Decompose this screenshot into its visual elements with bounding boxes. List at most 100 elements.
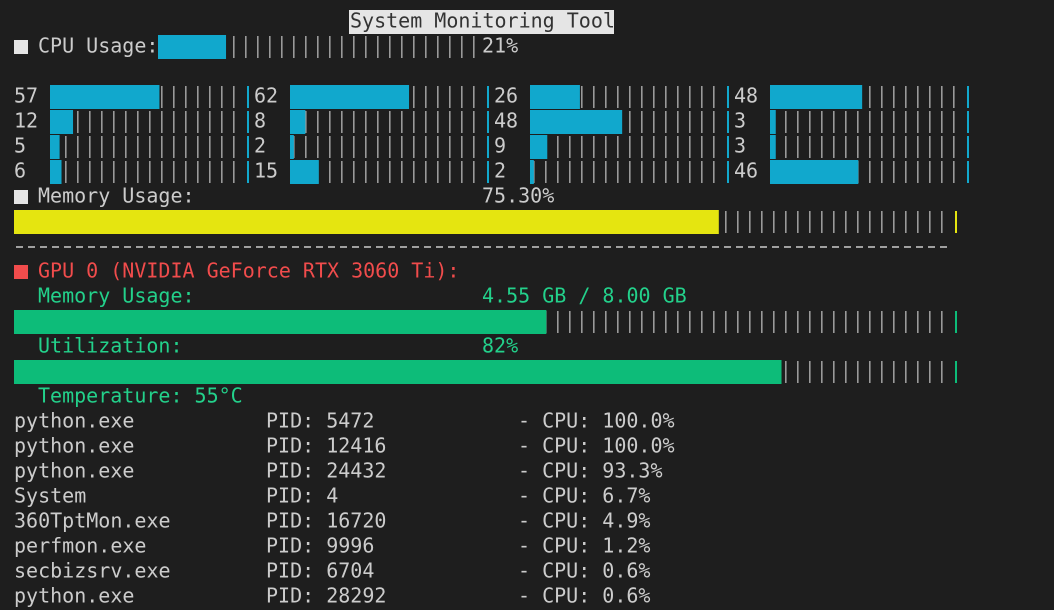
process-name: python.exe: [14, 459, 134, 483]
bar-fill: [158, 35, 227, 59]
bullet: [14, 190, 28, 204]
bar-end: [727, 111, 729, 133]
bar-track: [770, 136, 962, 158]
bar-end: [247, 86, 249, 108]
core-value: 48: [494, 109, 518, 133]
bar-fill: [770, 160, 859, 184]
bar-end: [247, 136, 249, 158]
title: System Monitoring Tool: [350, 9, 615, 33]
bar-end: [967, 86, 969, 108]
bar-end: [967, 136, 969, 158]
gpu-temperature: Temperature: 55°C: [38, 384, 243, 408]
gpu-memory-text: 4.55 GB / 8.00 GB: [482, 284, 687, 308]
bar-end: [727, 136, 729, 158]
bar-end: [727, 161, 729, 183]
core-value: 57: [14, 84, 38, 108]
bar-fill: [50, 160, 62, 184]
process-name: 360TptMon.exe: [14, 509, 171, 533]
title-box: [349, 10, 614, 34]
core-value: 2: [254, 134, 266, 158]
bar-fill: [290, 85, 410, 109]
bar-fill: [290, 160, 319, 184]
bar-fill: [290, 110, 306, 134]
bar-end: [487, 86, 489, 108]
core-value: 62: [254, 84, 278, 108]
bar-end: [487, 111, 489, 133]
bar-fill: [530, 110, 623, 134]
process-pid: PID: 12416: [266, 434, 386, 458]
process-cpu: - CPU: 6.7%: [518, 484, 650, 508]
bar-track: [290, 136, 482, 158]
bullet: [14, 265, 28, 279]
cpu-label: CPU Usage:: [38, 34, 158, 58]
bar-fill: [50, 85, 160, 109]
process-name: python.exe: [14, 409, 134, 433]
memory-label: Memory Usage:: [38, 184, 195, 208]
bar-end: [487, 136, 489, 158]
core-value: 26: [494, 84, 518, 108]
bar-track: [290, 111, 482, 133]
bullet: [14, 40, 28, 54]
bar-fill: [50, 135, 60, 159]
process-pid: PID: 9996: [266, 534, 374, 558]
bar-end: [955, 361, 957, 383]
process-name: perfmon.exe: [14, 534, 146, 558]
bar-fill: [770, 85, 863, 109]
core-value: 15: [254, 159, 278, 183]
bar-end: [727, 86, 729, 108]
core-value: 46: [734, 159, 758, 183]
core-value: 5: [14, 134, 26, 158]
gpu-memory-label: Memory Usage:: [38, 284, 195, 308]
core-value: 8: [254, 109, 266, 133]
process-pid: PID: 16720: [266, 509, 386, 533]
bar-fill: [14, 210, 719, 234]
bar-end: [247, 111, 249, 133]
core-value: 6: [14, 159, 26, 183]
bar-fill: [770, 110, 776, 134]
bar-end: [247, 161, 249, 183]
process-cpu: - CPU: 93.3%: [518, 459, 663, 483]
bar-track: [158, 36, 482, 58]
core-value: 3: [734, 134, 746, 158]
bar-track: [530, 136, 722, 158]
bar-track: [50, 136, 242, 158]
memory-usage: 75.30%: [482, 184, 554, 208]
gpu-util-text: 82%: [482, 334, 518, 358]
process-cpu: - CPU: 0.6%: [518, 559, 650, 583]
bar-end: [955, 211, 957, 233]
gpu-util-label: Utilization:: [38, 334, 183, 358]
bar-end: [967, 161, 969, 183]
bar-fill: [14, 310, 547, 334]
bar-fill: [770, 135, 776, 159]
core-value: 12: [14, 109, 38, 133]
process-name: secbizsrv.exe: [14, 559, 171, 583]
bar-fill: [14, 360, 782, 384]
bar-fill: [290, 135, 294, 159]
core-value: 2: [494, 159, 506, 183]
bar-end: [487, 161, 489, 183]
process-cpu: - CPU: 100.0%: [518, 409, 675, 433]
bar-fill: [530, 135, 548, 159]
process-pid: PID: 28292: [266, 584, 386, 608]
process-pid: PID: 6704: [266, 559, 374, 583]
process-pid: PID: 4: [266, 484, 338, 508]
bar-track: [530, 161, 722, 183]
process-cpu: - CPU: 100.0%: [518, 434, 675, 458]
bar-end: [955, 311, 957, 333]
process-pid: PID: 24432: [266, 459, 386, 483]
bar-track: [770, 111, 962, 133]
bar-track: [50, 111, 242, 133]
process-cpu: - CPU: 0.6%: [518, 584, 650, 608]
bar-end: [967, 111, 969, 133]
bar-track: [50, 161, 242, 183]
core-value: 9: [494, 134, 506, 158]
bar-fill: [50, 110, 74, 134]
process-cpu: - CPU: 1.2%: [518, 534, 650, 558]
process-name: python.exe: [14, 584, 134, 608]
core-value: 48: [734, 84, 758, 108]
process-name: System: [14, 484, 86, 508]
bar-fill: [530, 160, 534, 184]
bar-track: [290, 161, 482, 183]
